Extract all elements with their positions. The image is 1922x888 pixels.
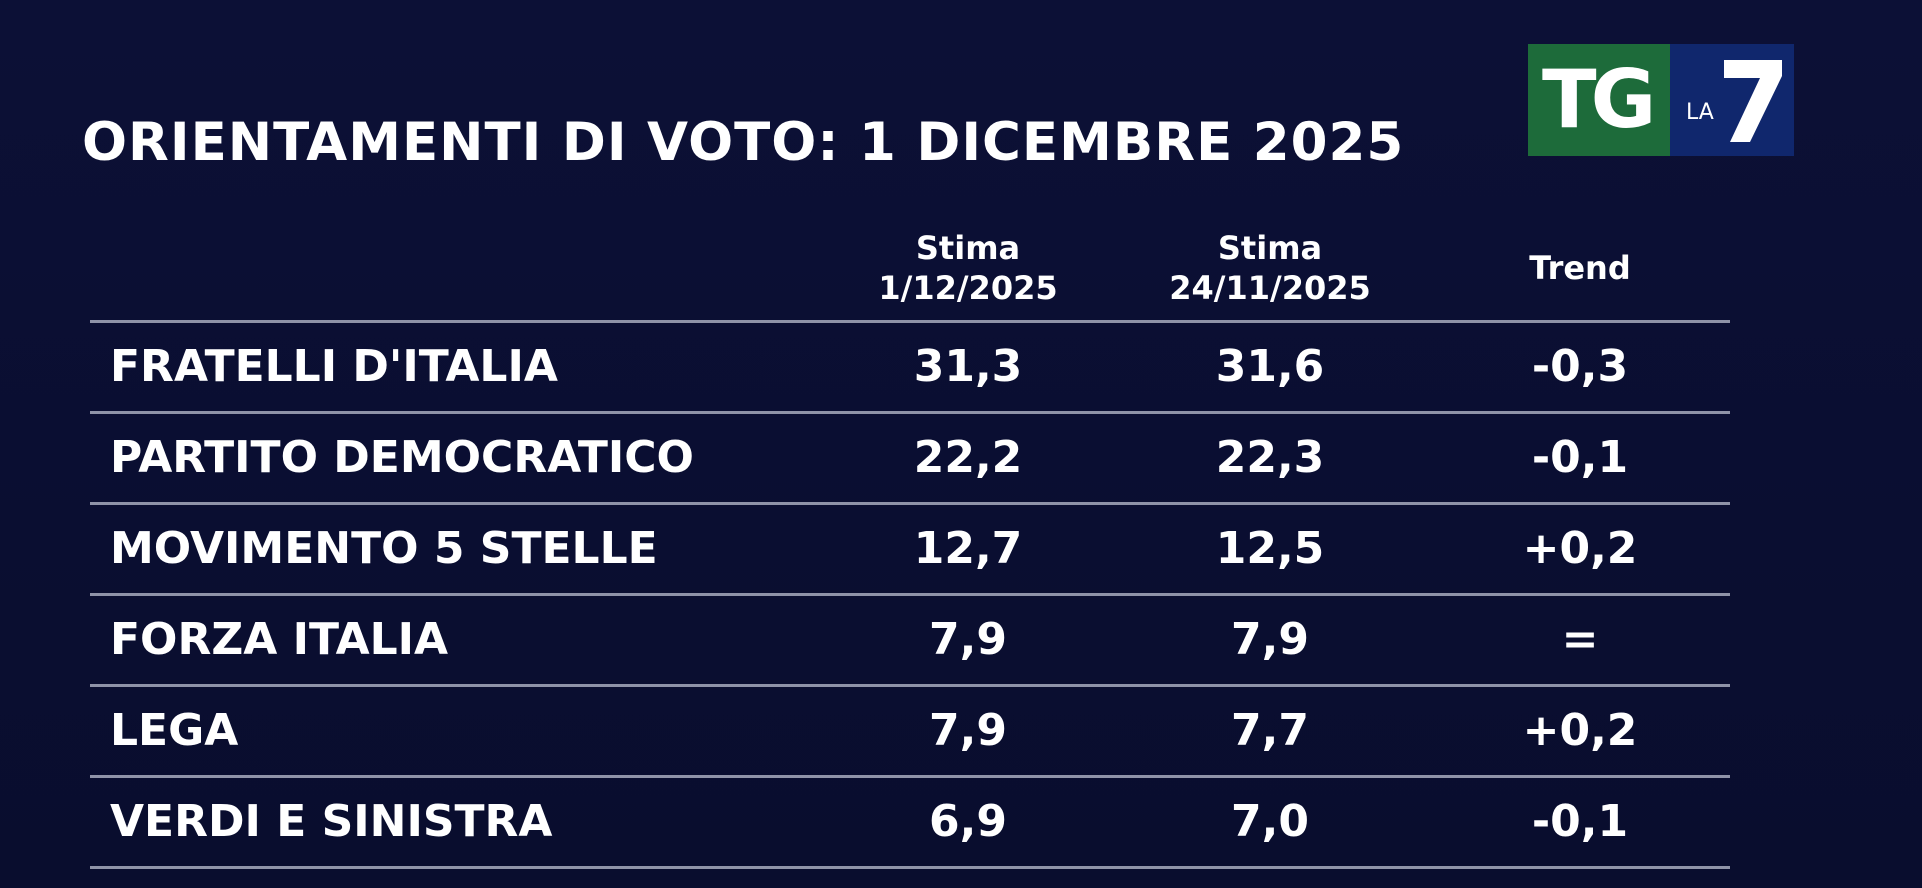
trend-cell: -0,3 bbox=[1531, 341, 1629, 392]
column-header-line1: Stima bbox=[915, 229, 1021, 267]
logo-tg-text: TG bbox=[1542, 53, 1656, 146]
table-row: MOVIMENTO 5 STELLE 12,7 12,5 +0,2 bbox=[90, 505, 1730, 593]
row-divider bbox=[90, 866, 1730, 869]
estimate-current-cell: 7,9 bbox=[929, 705, 1007, 756]
party-name-cell: VERDI E SINISTRA bbox=[110, 796, 553, 847]
estimate-current-cell: 6,9 bbox=[929, 796, 1007, 847]
tgla7-logo: TG LA bbox=[1528, 44, 1794, 156]
row-divider bbox=[90, 684, 1730, 687]
row-divider bbox=[90, 320, 1730, 323]
trend-cell: -0,1 bbox=[1531, 796, 1629, 847]
row-divider bbox=[90, 411, 1730, 414]
table-row: VERDI E SINISTRA 6,9 7,0 -0,1 bbox=[90, 778, 1730, 866]
party-name-cell: PARTITO DEMOCRATICO bbox=[110, 432, 694, 483]
party-name-cell: LEGA bbox=[110, 705, 239, 756]
party-name-cell: FRATELLI D'ITALIA bbox=[110, 341, 558, 392]
page-title: ORIENTAMENTI DI VOTO: 1 DICEMBRE 2025 bbox=[82, 112, 1405, 173]
column-header-trend: Trend bbox=[1480, 248, 1680, 288]
row-divider bbox=[90, 593, 1730, 596]
table-row: LEGA 7,9 7,7 +0,2 bbox=[90, 687, 1730, 775]
logo-la-text: LA bbox=[1686, 100, 1714, 125]
estimate-previous-cell: 22,3 bbox=[1215, 432, 1325, 483]
estimate-previous-cell: 31,6 bbox=[1215, 341, 1325, 392]
estimate-previous-cell: 12,5 bbox=[1215, 523, 1325, 574]
table-row: FORZA ITALIA 7,9 7,9 = bbox=[90, 596, 1730, 684]
column-header-stima-previous: Stima 24/11/2025 bbox=[1140, 228, 1400, 308]
trend-cell: +0,2 bbox=[1522, 705, 1638, 756]
table-row: FRATELLI D'ITALIA 31,3 31,6 -0,3 bbox=[90, 323, 1730, 411]
la7-seven-logo-icon bbox=[1724, 60, 1782, 142]
estimate-current-cell: 12,7 bbox=[913, 523, 1023, 574]
column-header-stima-current: Stima 1/12/2025 bbox=[848, 228, 1088, 308]
estimate-previous-cell: 7,0 bbox=[1231, 796, 1309, 847]
table-row: PARTITO DEMOCRATICO 22,2 22,3 -0,1 bbox=[90, 414, 1730, 502]
estimate-current-cell: 7,9 bbox=[929, 614, 1007, 665]
row-divider bbox=[90, 775, 1730, 778]
estimate-previous-cell: 7,9 bbox=[1231, 614, 1309, 665]
trend-cell: = bbox=[1561, 614, 1599, 665]
party-name-cell: MOVIMENTO 5 STELLE bbox=[110, 523, 658, 574]
estimate-current-cell: 22,2 bbox=[913, 432, 1023, 483]
logo-la7-block: LA bbox=[1670, 44, 1794, 156]
trend-cell: -0,1 bbox=[1531, 432, 1629, 483]
party-name-cell: FORZA ITALIA bbox=[110, 614, 449, 665]
column-header-line1: Trend bbox=[1529, 249, 1631, 287]
logo-tg-block: TG bbox=[1528, 44, 1670, 156]
column-header-line2: 1/12/2025 bbox=[878, 269, 1058, 307]
column-header-line2: 24/11/2025 bbox=[1169, 269, 1371, 307]
column-header-line1: Stima bbox=[1217, 229, 1323, 267]
estimate-previous-cell: 7,7 bbox=[1231, 705, 1309, 756]
row-divider bbox=[90, 502, 1730, 505]
estimate-current-cell: 31,3 bbox=[913, 341, 1023, 392]
trend-cell: +0,2 bbox=[1522, 523, 1638, 574]
